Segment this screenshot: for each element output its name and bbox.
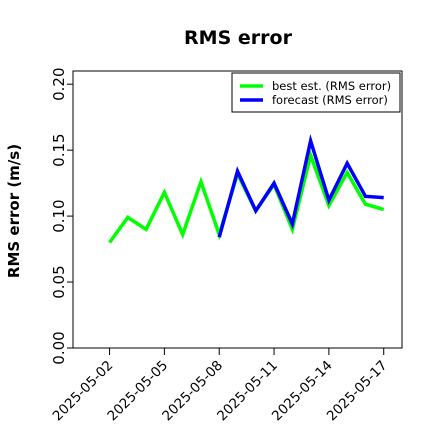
y-tick-label: 0.15 [50,133,68,166]
y-axis-label: RMS error (m/s) [5,144,23,278]
legend: best est. (RMS error)forecast (RMS error… [231,72,401,113]
y-tick-label: 0.00 [50,331,68,364]
chart-title: RMS error [184,27,293,49]
y-tick-label: 0.20 [50,67,68,100]
plot-frame [72,70,403,349]
series-line-forecast [217,134,384,238]
legend-box [231,72,401,113]
y-tick-label: 0.05 [50,265,68,298]
y-tick-label: 0.10 [50,199,68,232]
series-lines [108,134,385,244]
legend-label: forecast (RMS error) [272,93,388,107]
legend-label: best est. (RMS error) [272,79,391,93]
